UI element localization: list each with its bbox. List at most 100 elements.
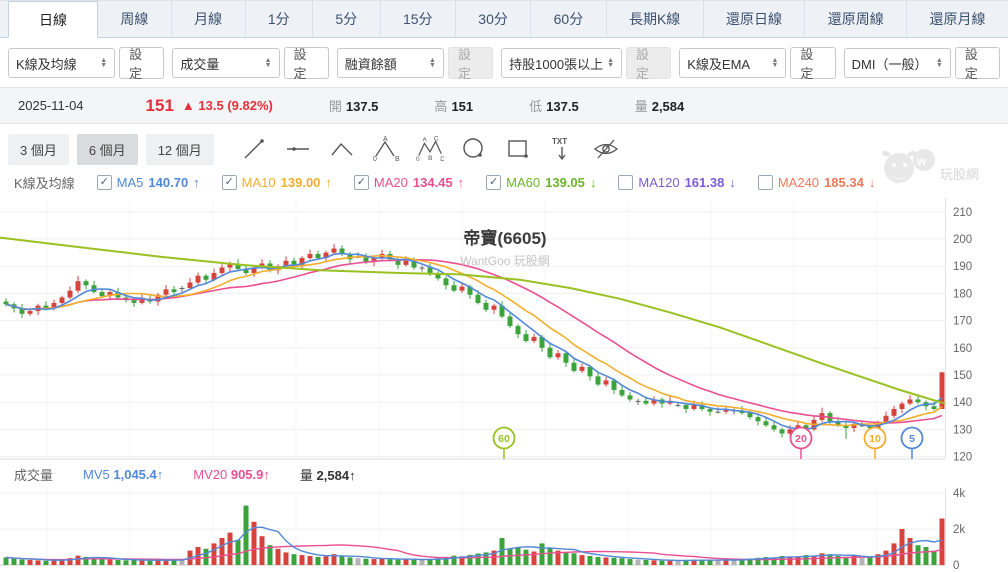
candle-body <box>131 300 137 303</box>
volume-bar <box>867 557 873 565</box>
indicator-select-main[interactable]: K線及均線 ▲ ▼ <box>8 48 116 78</box>
tab-longterm-k[interactable]: 長期K線 <box>605 1 703 37</box>
volume-bar <box>859 558 865 565</box>
wave-0ab-tool-icon[interactable]: A 0 B <box>372 135 400 163</box>
indicator-select-sub5[interactable]: DMI（一般） ▲ ▼ <box>843 48 951 78</box>
volume-bar <box>107 559 113 565</box>
ma120-checkbox[interactable]: ✓ <box>618 174 634 190</box>
indicator-select-sub3-value: 持股1000張以上 <box>509 56 604 72</box>
tab-weekly[interactable]: 周線 <box>120 11 149 27</box>
indicator-select-sub3[interactable]: 持股1000張以上 ▲ ▼ <box>501 48 623 78</box>
candle-body <box>371 258 377 263</box>
hide-drawings-eye-icon[interactable] <box>592 135 620 163</box>
select-updown-icon: ▲ ▼ <box>100 57 108 69</box>
tab-1min[interactable]: 1分 <box>244 1 313 37</box>
volume-bar <box>595 556 601 565</box>
volume-bar <box>11 558 17 565</box>
angle-line-tool-icon[interactable] <box>328 135 356 163</box>
candle-body <box>491 305 497 310</box>
candle-body <box>579 366 585 371</box>
indicator-select-sub1[interactable]: 成交量 ▲ ▼ <box>172 48 280 78</box>
ma-balloon-marker-10[interactable]: 10 <box>863 426 887 460</box>
ma240-checkbox[interactable]: ✓ <box>757 174 773 190</box>
svg-text:20: 20 <box>795 433 807 445</box>
volume-bar <box>507 548 513 565</box>
settings-button-sub4[interactable]: 設定 <box>790 47 836 81</box>
volume-bar-chart[interactable]: 4k 2k 0 <box>0 488 1008 573</box>
volume-bar <box>435 558 441 565</box>
settings-button-sub1[interactable]: 設定 <box>283 47 329 81</box>
candle-body <box>531 336 537 341</box>
volume-bar <box>931 550 937 565</box>
volume-bar <box>891 543 897 565</box>
volume-bar <box>267 545 273 565</box>
ma60-checkbox[interactable]: ✓ <box>486 174 502 190</box>
ma-balloon-marker-20[interactable]: 20 <box>789 426 813 460</box>
candle-body <box>643 400 649 404</box>
trend-line-tool-icon[interactable] <box>240 135 268 163</box>
volume-bar <box>467 554 473 565</box>
range-12m-button[interactable]: 12 個月 <box>145 133 214 165</box>
wave-abcd-tool-icon[interactable]: A C 0 B D <box>416 135 444 163</box>
candle-body <box>27 311 33 314</box>
tab-5min[interactable]: 5分 <box>312 1 380 37</box>
candle-body <box>403 260 409 265</box>
candle-body <box>755 417 761 422</box>
candle-body <box>195 275 201 283</box>
tab-adj-daily[interactable]: 還原日線 <box>702 1 805 37</box>
candle-body <box>467 286 473 295</box>
quote-high: 高 151 <box>434 99 474 114</box>
volume-bar <box>523 549 529 565</box>
ma-balloon-marker-60[interactable]: 60 <box>492 426 516 460</box>
candle-body <box>339 248 345 254</box>
text-annotation-tool-icon[interactable]: TXT <box>548 135 576 163</box>
volume-bar <box>3 557 9 565</box>
svg-text:C: C <box>433 136 438 143</box>
volume-bar <box>299 555 305 565</box>
volume-bar <box>99 559 105 565</box>
candle-body <box>219 267 225 273</box>
indicator-select-sub2[interactable]: 融資餘額 ▲ ▼ <box>336 48 444 78</box>
tab-30min[interactable]: 30分 <box>454 1 530 37</box>
tab-monthly[interactable]: 月線 <box>170 1 245 37</box>
volume-bar <box>163 559 169 565</box>
volume-axis-label: 4k <box>953 488 965 500</box>
candle-body <box>307 253 313 259</box>
price-candlestick-chart[interactable]: 210 200 190 180 170 160 150 140 130 120 60 20 10 5 <box>0 198 1008 462</box>
range-6m-button[interactable]: 6 個月 <box>76 133 138 165</box>
volume-bar <box>603 557 609 565</box>
svg-text:B: B <box>395 156 400 163</box>
candle-body <box>459 286 465 291</box>
indicator-select-sub4[interactable]: K線及EMA ▲ ▼ <box>679 48 787 78</box>
ma20-checkbox[interactable]: ✓ <box>353 174 369 190</box>
tab-adj-monthly[interactable]: 還原月線 <box>906 1 1008 37</box>
volume-axis-label: 2k <box>953 524 965 536</box>
tab-adj-weekly[interactable]: 還原周線 <box>804 1 906 37</box>
volume-bar <box>715 560 721 565</box>
candle-body <box>723 409 729 412</box>
volume-bar <box>787 556 793 565</box>
range-3m-button[interactable]: 3 個月 <box>8 133 69 165</box>
ellipse-tool-icon[interactable] <box>460 135 488 163</box>
candle-body <box>283 260 289 267</box>
settings-button-main[interactable]: 設定 <box>119 47 165 81</box>
ma5-checkbox[interactable]: ✓ <box>96 174 112 190</box>
volume-bar <box>387 559 393 565</box>
ma-balloon-marker-5[interactable]: 5 <box>900 426 924 460</box>
volume-bar <box>579 555 585 565</box>
volume-bar <box>747 558 753 565</box>
volume-bar <box>619 558 625 565</box>
up-triangle-icon: ▲ <box>181 98 195 113</box>
volume-bar <box>843 556 849 565</box>
candle-body <box>563 353 569 363</box>
tab-15min[interactable]: 15分 <box>379 1 455 37</box>
tab-daily[interactable]: 日線 <box>8 1 98 38</box>
rectangle-tool-icon[interactable] <box>504 135 532 163</box>
ma10-checkbox[interactable]: ✓ <box>221 174 237 190</box>
candle-body <box>939 372 945 409</box>
horizontal-line-tool-icon[interactable] <box>284 135 312 163</box>
settings-button-sub5[interactable]: 設定 <box>954 47 1001 81</box>
tab-60min[interactable]: 60分 <box>530 1 605 37</box>
volume-bar <box>347 557 353 565</box>
volume-bar <box>395 559 401 565</box>
